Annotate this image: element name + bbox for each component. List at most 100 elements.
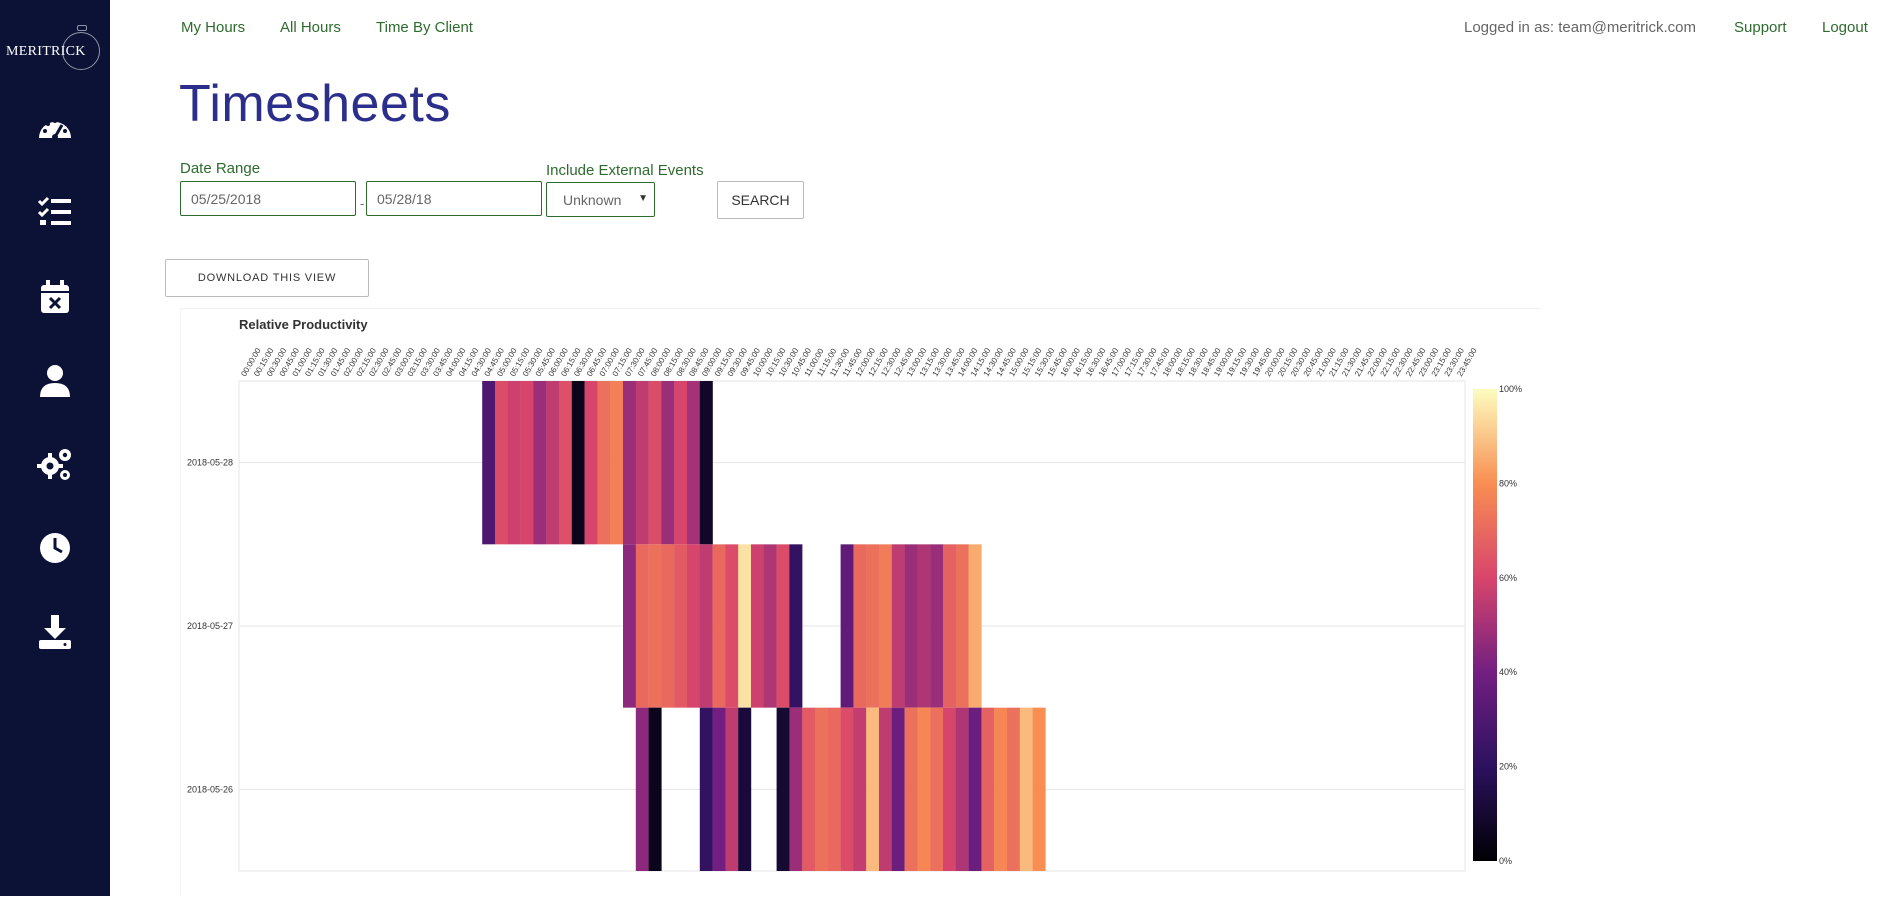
- heatmap-cell: [687, 381, 700, 545]
- heatmap-cell: [699, 381, 713, 545]
- heatmap-cell: [507, 381, 521, 545]
- heatmap-cell: [712, 707, 726, 871]
- dashboard-gauge-icon[interactable]: [35, 108, 75, 148]
- heatmap-cell: [840, 544, 854, 708]
- colorbar-tick-label: 100%: [1499, 384, 1522, 394]
- heatmap-cell: [866, 707, 880, 871]
- heatmap-cell: [661, 544, 675, 708]
- chart-container: Relative Productivity 00:00:00 00:15:00 00…: [180, 308, 1541, 897]
- heatmap-cell: [623, 544, 636, 708]
- heatmap-cell: [943, 544, 956, 708]
- heatmap-cell: [699, 707, 713, 871]
- heatmap-cells: [482, 381, 1046, 871]
- nav-time-by-client[interactable]: Time By Client: [376, 19, 473, 36]
- heatmap-cell: [853, 544, 867, 708]
- heatmap-cell: [520, 381, 534, 545]
- heatmap-cell: [751, 544, 764, 708]
- heatmap-cell: [571, 381, 585, 545]
- gears-icon[interactable]: [35, 444, 75, 484]
- chevron-down-icon: ▼: [638, 193, 648, 204]
- nav-all-hours[interactable]: All Hours: [280, 19, 341, 36]
- heatmap-cell: [559, 381, 572, 545]
- heatmap-cell: [853, 707, 867, 871]
- date-separator: -: [360, 196, 365, 211]
- y-axis-labels: 2018-05-28 2018-05-27 2018-05-26: [187, 458, 233, 795]
- heatmap-cell: [597, 381, 611, 545]
- heatmap-cell: [917, 544, 931, 708]
- heatmap-cell: [879, 544, 892, 708]
- heatmap-cell: [815, 707, 828, 871]
- clock-icon[interactable]: [35, 528, 75, 568]
- heatmap-cell: [904, 544, 918, 708]
- end-date-input[interactable]: [366, 181, 542, 216]
- heatmap-cell: [776, 707, 790, 871]
- logo-text: MERITRICK: [6, 44, 86, 59]
- heatmap-cell: [687, 544, 700, 708]
- heatmap-cell: [891, 544, 905, 708]
- heatmap-cell: [635, 707, 649, 871]
- colorbar-tick-label: 60%: [1499, 573, 1517, 583]
- heatmap-cell: [533, 381, 547, 545]
- heatmap-cell: [738, 544, 752, 708]
- heatmap-cell: [546, 381, 560, 545]
- heatmap-cell: [1032, 707, 1046, 871]
- heatmap-cell: [827, 707, 841, 871]
- heatmap-cell: [891, 707, 905, 871]
- heatmap-cell: [840, 707, 854, 871]
- heatmap-cell: [994, 707, 1008, 871]
- nav-support[interactable]: Support: [1734, 19, 1787, 36]
- heatmap-cell: [635, 544, 649, 708]
- heatmap-cell: [943, 707, 956, 871]
- colorbar-ticks: 0% 20% 40% 60% 80% 100%: [1499, 384, 1522, 866]
- colorbar-tick-label: 20%: [1499, 762, 1517, 772]
- heatmap-cell: [495, 381, 508, 545]
- page-title: Timesheets: [179, 75, 451, 133]
- heatmap-cell: [482, 381, 496, 545]
- heatmap-cell: [648, 707, 662, 871]
- heatmap-cell: [968, 544, 982, 708]
- start-date-input[interactable]: [180, 181, 356, 216]
- x-axis-labels: 00:00:0000:15:0000:30:0000:45:0001:00:00…: [239, 346, 1479, 378]
- y-tick-label: 2018-05-27: [187, 621, 233, 631]
- heatmap-cell: [623, 381, 636, 545]
- heatmap-cell: [648, 381, 662, 545]
- download-icon[interactable]: [35, 612, 75, 652]
- heatmap-cell: [674, 544, 688, 708]
- user-icon[interactable]: [35, 361, 75, 401]
- heatmap-cell: [955, 544, 969, 708]
- colorbar: [1473, 389, 1497, 861]
- heatmap-cell: [802, 707, 816, 871]
- external-events-label: Include External Events: [546, 162, 704, 179]
- stopwatch-ring-icon: [62, 25, 100, 70]
- external-events-value: Unknown: [563, 192, 622, 208]
- heatmap-cell: [866, 544, 880, 708]
- heatmap-cell: [789, 544, 803, 708]
- heatmap-cell: [712, 544, 726, 708]
- colorbar-tick-label: 40%: [1499, 667, 1517, 677]
- colorbar-tick-label: 80%: [1499, 478, 1517, 488]
- heatmap-cell: [725, 707, 739, 871]
- heatmap-cell: [738, 707, 752, 871]
- meritrick-logo[interactable]: MERITRICK: [6, 25, 106, 74]
- heatmap-cell: [699, 544, 713, 708]
- heatmap-cell: [725, 544, 739, 708]
- heatmap-cell: [648, 544, 662, 708]
- logged-in-text: Logged in as: team@meritrick.com: [1464, 19, 1696, 36]
- heatmap-cell: [904, 707, 918, 871]
- heatmap-cell: [930, 544, 944, 708]
- heatmap-cell: [1019, 707, 1033, 871]
- download-view-button[interactable]: DOWNLOAD THIS VIEW: [165, 259, 369, 297]
- nav-my-hours[interactable]: My Hours: [181, 19, 246, 36]
- sidebar: MERITRICK: [0, 0, 110, 896]
- heatmap-cell: [879, 707, 892, 871]
- external-events-select[interactable]: Unknown ▼: [546, 182, 655, 217]
- calendar-x-icon[interactable]: [35, 277, 75, 317]
- heatmap-cell: [1007, 707, 1020, 871]
- heatmap-cell: [917, 707, 931, 871]
- tasks-list-icon[interactable]: [35, 192, 75, 232]
- colorbar-tick-label: 0%: [1499, 856, 1512, 866]
- nav-logout[interactable]: Logout: [1822, 19, 1868, 36]
- heatmap-cell: [981, 707, 995, 871]
- search-button[interactable]: SEARCH: [717, 181, 804, 219]
- heatmap-cell: [610, 381, 624, 545]
